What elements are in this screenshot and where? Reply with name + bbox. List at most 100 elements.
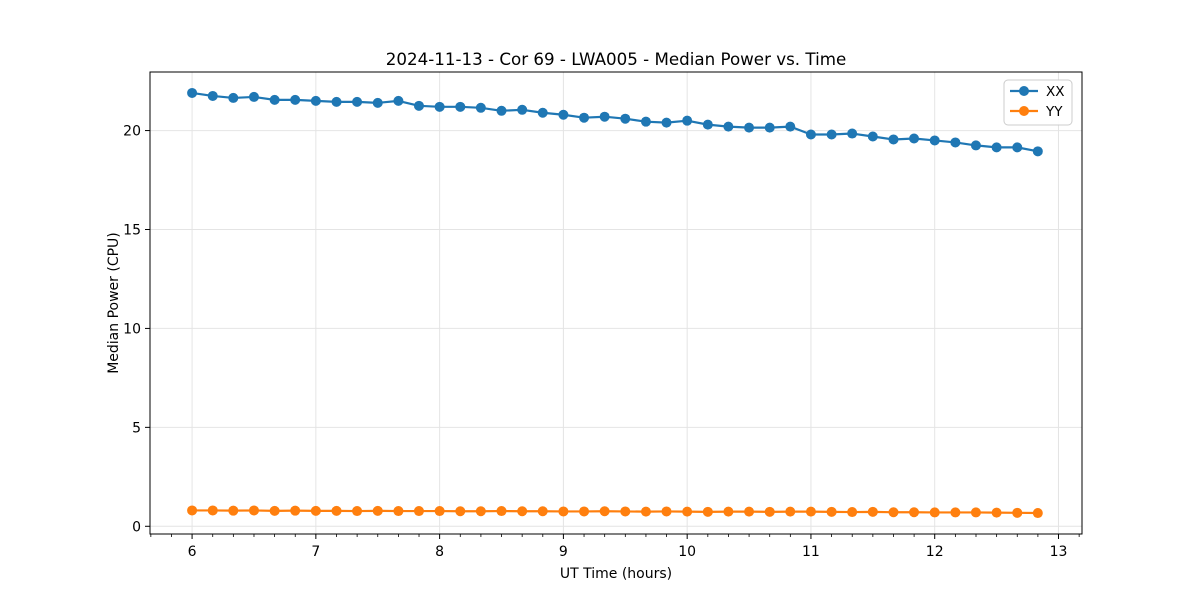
series-xx-marker [929, 135, 940, 146]
series-xx-marker [682, 115, 693, 126]
x-axis-label: UT Time (hours) [560, 566, 672, 582]
plot-frame [149, 71, 1083, 535]
x-tick-label: 11 [802, 544, 820, 560]
series-xx-marker [640, 116, 651, 127]
x-tick-label: 8 [435, 544, 444, 560]
series-yy-marker [413, 506, 424, 517]
series-yy-marker [455, 506, 466, 517]
series-yy-marker [310, 505, 321, 516]
series-xx-marker [764, 122, 775, 133]
x-tick-label: 9 [559, 544, 568, 560]
x-tick-label: 7 [311, 544, 320, 560]
y-tick-label: 20 [123, 124, 141, 140]
series-xx-marker [1032, 146, 1043, 157]
series-xx-marker [455, 101, 466, 112]
series-yy-marker [331, 505, 342, 516]
series-xx-marker [888, 134, 899, 145]
series-yy-marker [847, 507, 858, 518]
series-yy-marker [496, 506, 507, 517]
series-xx-marker [372, 97, 383, 108]
series-yy-marker [723, 506, 734, 517]
series-yy-marker [187, 505, 198, 516]
series-yy-marker [558, 506, 569, 517]
series-xx-marker [310, 95, 321, 106]
series-xx-marker [434, 101, 445, 112]
series-yy-marker [826, 506, 837, 517]
series-yy-marker [269, 505, 280, 516]
series-yy-marker [352, 506, 363, 517]
series-xx-marker [805, 129, 816, 140]
series-yy-marker [228, 505, 239, 516]
legend-label-xx: XX [1046, 84, 1065, 100]
series-xx-marker [393, 95, 404, 106]
series-xx-marker [248, 91, 259, 102]
series-xx-marker [970, 140, 981, 151]
series-yy-marker [929, 507, 940, 518]
series-yy-marker [867, 506, 878, 517]
legend-label-yy: YY [1045, 104, 1063, 120]
series-xx-marker [558, 109, 569, 120]
series-yy-marker [950, 507, 961, 518]
series-xx-marker [909, 133, 920, 144]
series-xx-marker [1012, 142, 1023, 153]
series-xx-marker [826, 129, 837, 140]
y-tick-label: 10 [123, 321, 141, 337]
y-axis-label: Median Power (CPU) [106, 232, 122, 374]
series-yy-marker [207, 505, 218, 516]
series-xx-marker [187, 87, 198, 98]
series-yy-marker [991, 507, 1002, 518]
series-yy-marker [393, 506, 404, 517]
series-xx-marker [702, 119, 713, 130]
series-yy-marker [579, 506, 590, 517]
y-tick-label: 5 [132, 420, 141, 436]
series-yy-marker [599, 506, 610, 517]
series-yy-marker [682, 506, 693, 517]
series-yy-marker [517, 506, 528, 517]
series-xx-marker [290, 94, 301, 105]
series-xx-marker [599, 111, 610, 122]
series-yy-marker [888, 507, 899, 518]
series-yy-marker [702, 506, 713, 517]
series-xx-marker [475, 102, 486, 113]
series-xx-marker [620, 113, 631, 124]
series-xx-marker [207, 90, 218, 101]
series-xx-marker [723, 121, 734, 132]
series-xx-marker [496, 105, 507, 116]
series-yy-marker [537, 506, 548, 517]
series-yy-marker [805, 506, 816, 517]
chart-title: 2024-11-13 - Cor 69 - LWA005 - Median Po… [386, 49, 847, 69]
series-yy-marker [661, 506, 672, 517]
series-xx-marker [413, 100, 424, 111]
series-xx-marker [950, 137, 961, 148]
series-xx-marker [847, 128, 858, 139]
series-xx-marker [228, 92, 239, 103]
series-xx-marker [579, 112, 590, 123]
series-yy-marker [785, 506, 796, 517]
series-yy-marker [1012, 507, 1023, 518]
series-xx-marker [785, 121, 796, 132]
x-tick-label: 6 [188, 544, 197, 560]
y-tick-label: 15 [123, 222, 141, 238]
series-yy-marker [764, 506, 775, 517]
plot-area: 6 7 8 9 10 11 12 13 0 5 10 15 20 XX YY [123, 71, 1083, 560]
series-xx-marker [517, 104, 528, 115]
x-tick-label: 13 [1050, 544, 1068, 560]
series-xx-marker [744, 122, 755, 133]
series-yy-marker [744, 506, 755, 517]
series-xx-marker [991, 142, 1002, 153]
y-tick-label: 0 [132, 519, 141, 535]
series-xx-marker [352, 96, 363, 107]
series-yy-marker [248, 505, 259, 516]
series-yy-marker [1032, 508, 1043, 519]
x-tick-label: 12 [926, 544, 944, 560]
legend-marker-yy [1019, 106, 1029, 116]
series-yy-marker [640, 506, 651, 517]
series-yy-marker [970, 507, 981, 518]
legend-marker-xx [1019, 86, 1029, 96]
series-xx-marker [331, 96, 342, 107]
series-xx-marker [867, 131, 878, 142]
series-xx-marker [661, 117, 672, 128]
series-yy-marker [909, 507, 920, 518]
